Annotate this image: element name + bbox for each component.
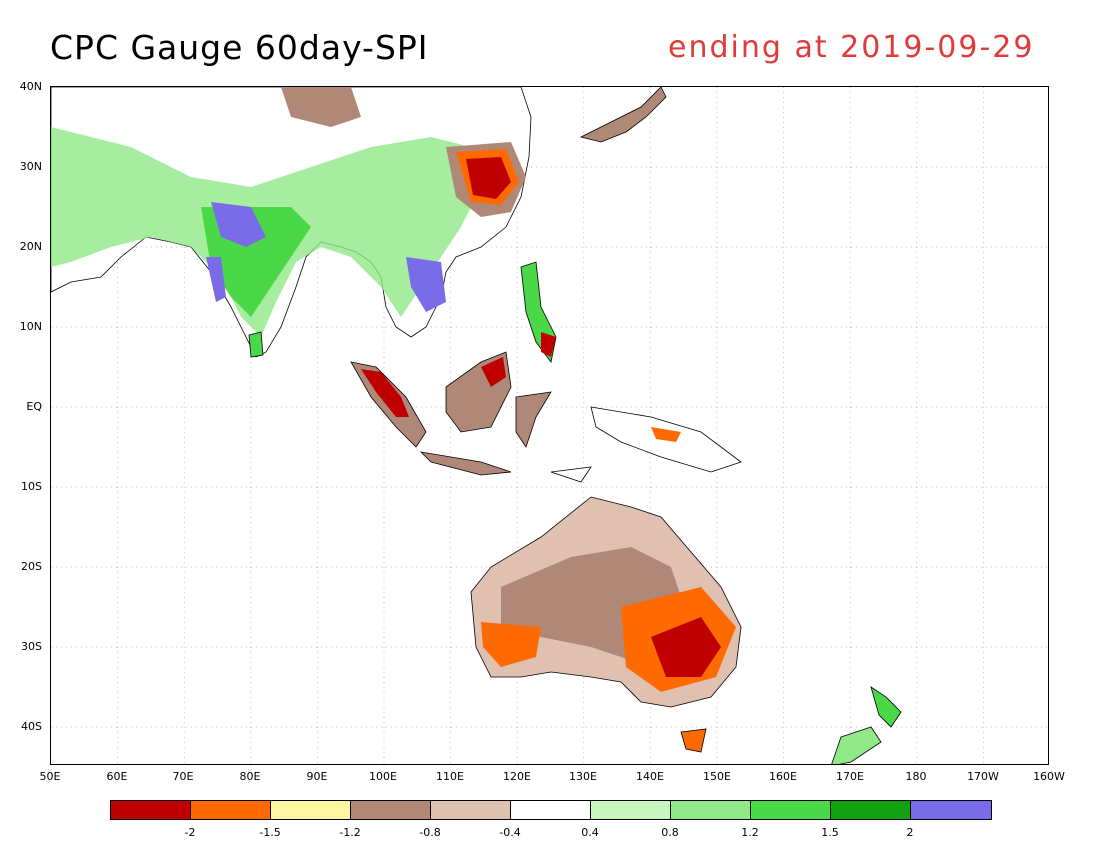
tasmania xyxy=(680,728,707,753)
nz-south-island xyxy=(831,726,882,764)
lon-label: 70E xyxy=(172,770,194,783)
colorbar-swatch xyxy=(751,801,831,819)
spi-colorbar xyxy=(110,800,992,820)
lat-label: 10S xyxy=(21,480,42,493)
colorbar-swatch xyxy=(831,801,911,819)
java xyxy=(419,451,512,476)
lon-label: 90E xyxy=(306,770,328,783)
lon-label: 60E xyxy=(106,770,128,783)
lat-label: 30N xyxy=(19,160,42,173)
lat-label: EQ xyxy=(26,400,42,413)
colorbar-swatch xyxy=(111,801,191,819)
lon-label: 160W xyxy=(1033,770,1065,783)
lon-label: 170W xyxy=(967,770,999,783)
colorbar-swatch xyxy=(511,801,591,819)
lon-label: 150E xyxy=(703,770,731,783)
australia-se-red xyxy=(651,617,721,677)
colorbar-tick: 1.2 xyxy=(741,826,759,839)
map-panel xyxy=(50,86,1049,765)
land-new-zealand xyxy=(831,686,902,764)
lat-label: 40N xyxy=(19,80,42,93)
colorbar-swatch xyxy=(591,801,671,819)
lon-label: 140E xyxy=(636,770,664,783)
lon-label: 100E xyxy=(369,770,397,783)
colorbar-swatch xyxy=(191,801,271,819)
timor xyxy=(550,466,592,483)
lon-label: 110E xyxy=(436,770,464,783)
tibet-brown xyxy=(281,87,361,127)
lon-label: 50E xyxy=(39,770,61,783)
philippines-red xyxy=(541,332,556,357)
new-guinea-orange xyxy=(651,427,681,442)
colorbar-tick: -1.2 xyxy=(339,826,361,839)
china-red xyxy=(466,157,511,199)
indochina-purple xyxy=(406,257,446,312)
colorbar-tick: -2 xyxy=(184,826,196,839)
sumatra-red xyxy=(361,369,409,417)
india-purple xyxy=(211,202,266,247)
colorbar-tick: 1.5 xyxy=(821,826,839,839)
colorbar-swatch xyxy=(431,801,511,819)
colorbar-swatch xyxy=(271,801,351,819)
colorbar-tick: 0.8 xyxy=(661,826,679,839)
map-date-subtitle: ending at 2019-09-29 xyxy=(668,30,1035,65)
colorbar-tick: 2 xyxy=(906,826,914,839)
sri-lanka xyxy=(248,331,264,358)
japan-islands xyxy=(579,87,667,143)
sulawesi xyxy=(515,391,552,448)
india-purple-2 xyxy=(206,257,226,302)
map-title: CPC Gauge 60day-SPI xyxy=(50,28,429,67)
colorbar-tick: -1.5 xyxy=(259,826,281,839)
lon-label: 160E xyxy=(769,770,797,783)
land-asia xyxy=(51,87,532,358)
lat-label: 10N xyxy=(19,320,42,333)
lon-label: 170E xyxy=(836,770,864,783)
borneo-red xyxy=(481,357,506,387)
lat-label: 30S xyxy=(21,640,42,653)
map-svg xyxy=(51,87,1048,764)
australia-sw-orange xyxy=(481,622,541,667)
colorbar-tick: -0.4 xyxy=(499,826,521,839)
colorbar-swatch xyxy=(351,801,431,819)
nz-north-island xyxy=(870,686,902,728)
land-maritime-asia xyxy=(350,261,742,483)
colorbar-swatch xyxy=(911,801,991,819)
lon-label: 120E xyxy=(503,770,531,783)
land-japan xyxy=(579,87,667,143)
lat-label: 20S xyxy=(21,560,42,573)
colorbar-tick: -0.8 xyxy=(419,826,441,839)
lat-label: 40S xyxy=(21,720,42,733)
land-australia xyxy=(470,496,742,753)
colorbar-tick: 0.4 xyxy=(581,826,599,839)
lat-label: 20N xyxy=(19,240,42,253)
lon-label: 180 xyxy=(905,770,927,783)
lon-label: 80E xyxy=(239,770,261,783)
lon-label: 130E xyxy=(569,770,597,783)
colorbar-swatch xyxy=(671,801,751,819)
